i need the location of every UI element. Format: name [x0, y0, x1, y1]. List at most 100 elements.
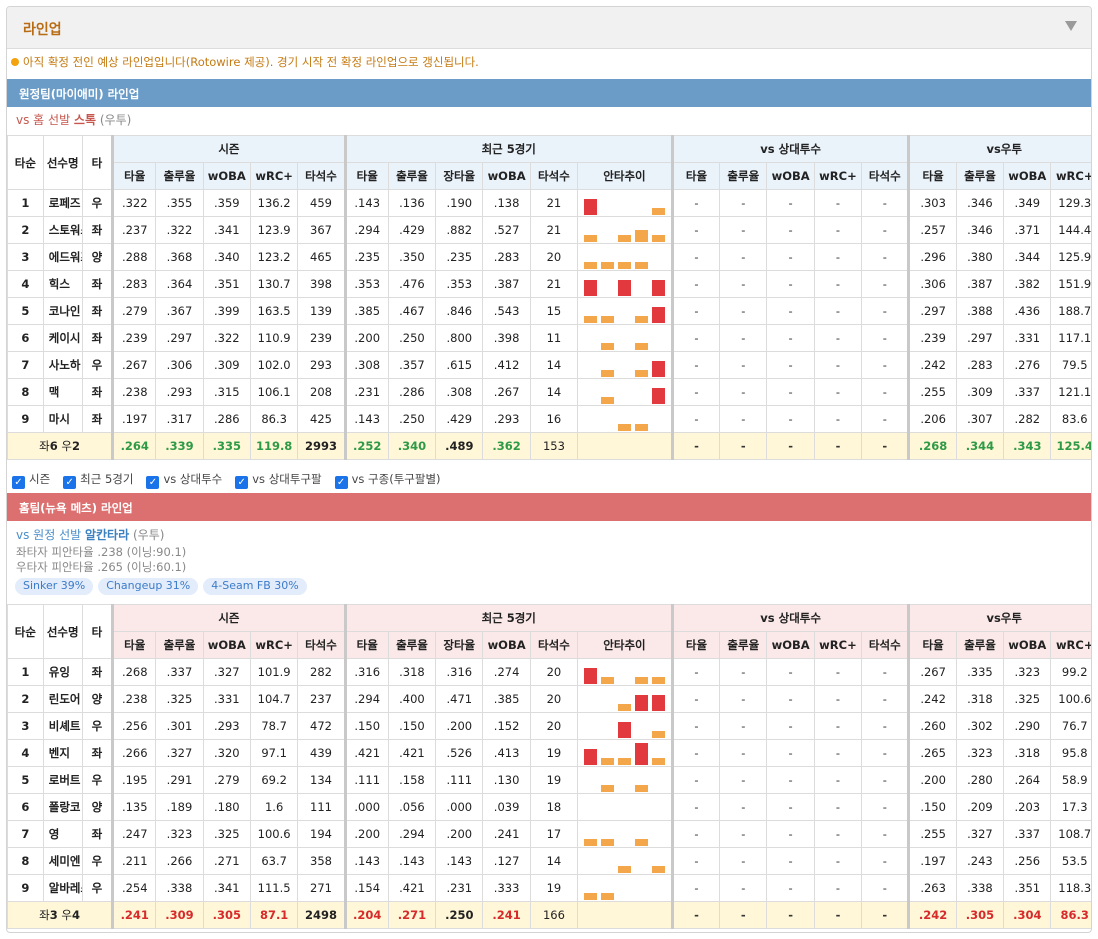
- col-header[interactable]: 타율: [111, 631, 157, 659]
- filter-checkbox[interactable]: ✓ vs 상대투구팔: [235, 471, 322, 489]
- col-header[interactable]: wRC+: [1050, 162, 1091, 190]
- season-stat: .322: [202, 324, 251, 352]
- player-name[interactable]: 폴랑코: [42, 793, 83, 821]
- player-row[interactable]: 8 맥 좌 .238.293.315 106.1 208.231.286.308.267 1…: [7, 378, 1091, 406]
- checkbox-checked-icon[interactable]: ✓: [12, 476, 25, 489]
- col-header[interactable]: 출루율: [955, 631, 1005, 659]
- col-header[interactable]: 출루율: [719, 631, 768, 659]
- col-header[interactable]: 출루율: [955, 162, 1005, 190]
- col-header[interactable]: wRC+: [1050, 631, 1091, 659]
- player-name[interactable]: 린도어: [42, 685, 83, 713]
- player-row[interactable]: 4 힉스 좌 .283.364.351 130.7 398.353.476.353.387…: [7, 270, 1091, 298]
- player-name[interactable]: 스토워스: [42, 216, 83, 244]
- checkbox-checked-icon[interactable]: ✓: [146, 476, 160, 489]
- player-name[interactable]: 마시: [42, 405, 83, 433]
- total-vs-pitcher-stat: -: [670, 901, 721, 929]
- col-header[interactable]: 출루율: [387, 162, 437, 190]
- player-row[interactable]: 1 유잉 좌 .268.337.327 101.9 282.316.318.316.274…: [7, 658, 1091, 686]
- hit-trend-bar: [618, 866, 632, 873]
- player-name[interactable]: 로페즈: [42, 189, 83, 217]
- col-header[interactable]: wOBA: [202, 162, 251, 190]
- player-name[interactable]: 로버트: [42, 766, 83, 794]
- col-header[interactable]: 타석수: [529, 162, 579, 190]
- player-row[interactable]: 1 로페즈 우 .322.355.359 136.2 459.143.136.190.13…: [7, 189, 1091, 217]
- col-header[interactable]: wOBA: [766, 631, 815, 659]
- away-opp-pitcher[interactable]: 스톡: [73, 113, 97, 127]
- col-header[interactable]: wOBA: [482, 162, 531, 190]
- player-row[interactable]: 6 케이시 좌 .239.297.322 110.9 239.200.250.800.39…: [7, 324, 1091, 352]
- col-header[interactable]: wOBA: [1003, 631, 1052, 659]
- home-opp-pitcher[interactable]: 알칸타라: [84, 528, 130, 542]
- player-row[interactable]: 9 마시 좌 .197.317.286 86.3 425.143.250.429.293 1…: [7, 405, 1091, 433]
- player-name[interactable]: 비셰트: [42, 712, 83, 740]
- col-header[interactable]: 출루율: [719, 162, 768, 190]
- col-header[interactable]: 타율: [907, 631, 957, 659]
- col-header[interactable]: 타율: [343, 162, 389, 190]
- player-row[interactable]: 4 벤지 좌 .266.327.320 97.1 439.421.421.526.413 1…: [7, 739, 1091, 767]
- col-header[interactable]: wRC+: [813, 162, 863, 190]
- col-header[interactable]: 타율: [111, 162, 157, 190]
- col-header[interactable]: 출루율: [155, 162, 204, 190]
- filter-checkbox[interactable]: ✓ 시즌: [12, 471, 50, 489]
- col-header[interactable]: 타율: [343, 631, 389, 659]
- col-header[interactable]: 안타추이: [577, 631, 673, 659]
- player-name[interactable]: 힉스: [42, 270, 83, 298]
- hit-trend-bar: [601, 370, 615, 377]
- player-row[interactable]: 3에드워즈양.288.368.340123.2465.235.350.235.2…: [7, 243, 1091, 271]
- col-header[interactable]: 타석수: [861, 631, 910, 659]
- col-header[interactable]: 타율: [670, 162, 721, 190]
- player-name[interactable]: 세미엔: [42, 847, 83, 875]
- col-header[interactable]: 장타율: [435, 631, 484, 659]
- filter-checkbox[interactable]: ✓ vs 구종(투구팔별): [334, 471, 441, 489]
- col-header[interactable]: 타율: [670, 631, 721, 659]
- player-name[interactable]: 알바레스: [42, 874, 83, 902]
- filter-checkbox[interactable]: ✓ vs 상대투수: [146, 471, 222, 489]
- player-name[interactable]: 사노하: [42, 351, 83, 379]
- player-row[interactable]: 5 코나인 좌 .279.367.399 163.5 139.385.467.846.54…: [7, 297, 1091, 325]
- player-row[interactable]: 8 세미엔 우 .211.266.271 63.7 358.143.143.143.127…: [7, 847, 1091, 875]
- player-row[interactable]: 7 영 좌 .247.323.325 100.6 194.200.294.200.241 1…: [7, 820, 1091, 848]
- col-header[interactable]: wRC+: [249, 162, 299, 190]
- col-header[interactable]: 안타추이: [577, 162, 673, 190]
- col-header[interactable]: 출루율: [387, 631, 437, 659]
- player-row[interactable]: 7 사노하 우 .267.306.309 102.0 293.308.357.615.41…: [7, 351, 1091, 379]
- col-header[interactable]: 타석수: [861, 162, 910, 190]
- total-season-stat: .305: [202, 901, 251, 929]
- col-header[interactable]: 출루율: [155, 631, 204, 659]
- col-header[interactable]: 타석수: [529, 631, 579, 659]
- vs-hand-stat: .387: [955, 270, 1005, 298]
- player-name[interactable]: 코나인: [42, 297, 83, 325]
- player-name[interactable]: 에드워즈: [42, 243, 83, 271]
- player-name[interactable]: 유잉: [42, 658, 83, 686]
- recent-stat: .231: [343, 378, 389, 406]
- vs-pitcher-stat: -: [861, 712, 910, 740]
- player-row[interactable]: 2스토워스좌.237.322.341123.9367.294.429.882.5…: [7, 216, 1091, 244]
- checkbox-checked-icon[interactable]: ✓: [334, 476, 348, 489]
- player-row[interactable]: 5 로버트 우 .195.291.279 69.2 134.111.158.111.130…: [7, 766, 1091, 794]
- col-header[interactable]: wOBA: [766, 162, 815, 190]
- player-name[interactable]: 맥: [42, 378, 83, 406]
- checkbox-checked-icon[interactable]: ✓: [235, 476, 249, 489]
- col-header[interactable]: 타석수: [297, 162, 346, 190]
- vs-pitcher-stat: -: [670, 351, 721, 379]
- col-header[interactable]: wOBA: [1003, 162, 1052, 190]
- col-header[interactable]: 타율: [907, 162, 957, 190]
- panel-header[interactable]: 라인업: [7, 7, 1091, 49]
- collapse-caret-icon[interactable]: [1065, 21, 1077, 31]
- col-header[interactable]: wOBA: [202, 631, 251, 659]
- player-row[interactable]: 3 비셰트 우 .256.301.293 78.7 472.150.150.200.152…: [7, 712, 1091, 740]
- col-header[interactable]: wRC+: [249, 631, 299, 659]
- col-header[interactable]: wRC+: [813, 631, 863, 659]
- hit-trend-bar: [601, 758, 615, 765]
- filter-checkbox[interactable]: ✓ 최근 5경기: [63, 471, 133, 489]
- player-row[interactable]: 2 린도어 양 .238.325.331 104.7 237.294.400.471.38…: [7, 685, 1091, 713]
- col-header[interactable]: 장타율: [435, 162, 484, 190]
- col-header[interactable]: wOBA: [482, 631, 531, 659]
- player-name[interactable]: 케이시: [42, 324, 83, 352]
- player-row[interactable]: 6 폴랑코 양 .135.189.180 1.6 111.000.056.000.039 1…: [7, 793, 1091, 821]
- player-name[interactable]: 벤지: [42, 739, 83, 767]
- player-name[interactable]: 영: [42, 820, 83, 848]
- player-row[interactable]: 9알바레스우.254.338.341111.5271.154.421.231.3…: [7, 874, 1091, 902]
- checkbox-checked-icon[interactable]: ✓: [63, 476, 77, 489]
- col-header[interactable]: 타석수: [297, 631, 346, 659]
